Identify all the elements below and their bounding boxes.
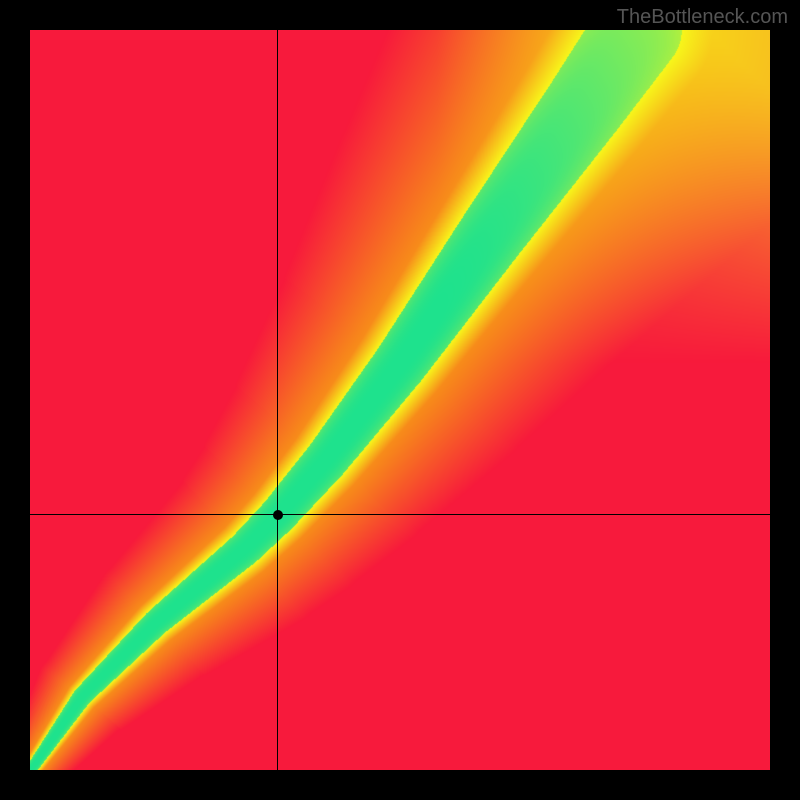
crosshair-horizontal [30, 514, 770, 515]
attribution-text: TheBottleneck.com [617, 6, 788, 29]
heatmap-canvas [30, 30, 770, 770]
plot-area [30, 30, 770, 770]
crosshair-marker [273, 510, 283, 520]
crosshair-vertical [277, 30, 278, 770]
chart-container: TheBottleneck.com [0, 0, 800, 800]
